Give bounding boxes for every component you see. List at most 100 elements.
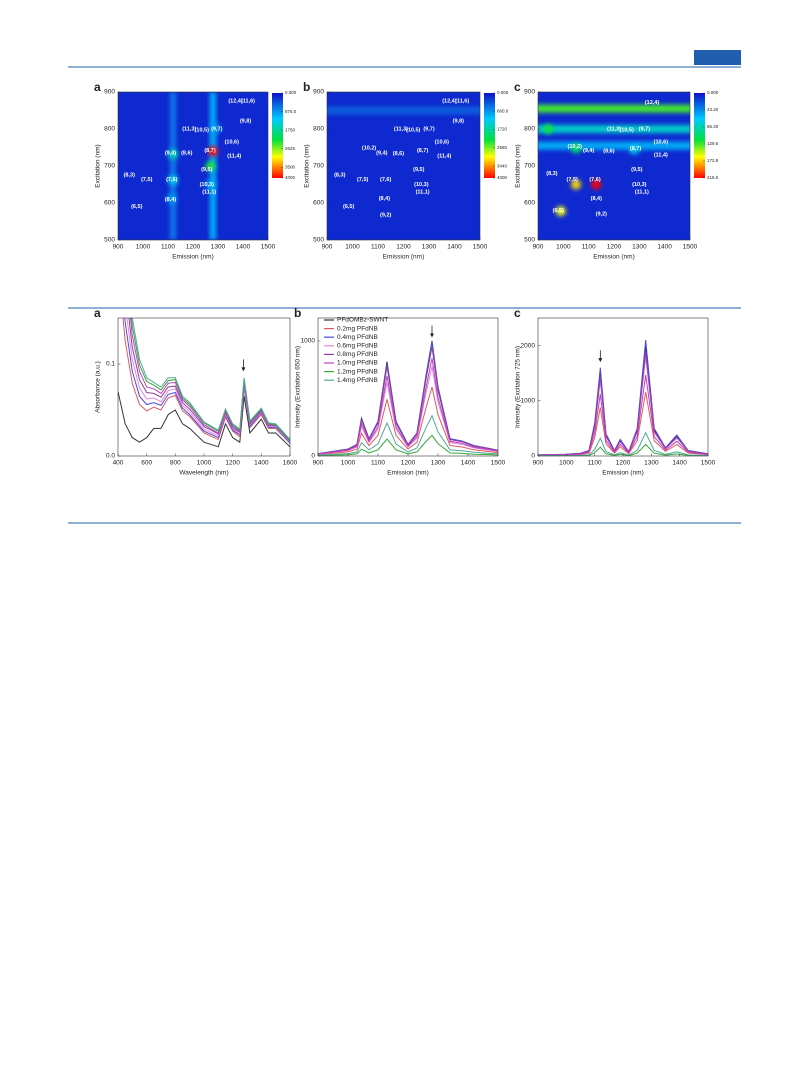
- colorbar-label: 4000: [285, 175, 296, 180]
- y-tick-label: 600: [524, 200, 535, 207]
- peak-label: (8,4): [379, 196, 390, 202]
- peak: [210, 124, 221, 134]
- x-axis-label: Emission (nm): [602, 470, 644, 477]
- colorbar: [272, 93, 283, 178]
- peak-label: (10,5): [195, 128, 210, 134]
- x-tick-label: 1400: [657, 244, 672, 251]
- series-line: [131, 318, 290, 440]
- peak-label: (8,4): [165, 197, 176, 203]
- x-tick-label: 1000: [556, 244, 571, 251]
- y-tick-label: 800: [313, 126, 324, 133]
- legend-label: 0.2mg PFdNB: [337, 325, 378, 332]
- streak: [170, 92, 176, 240]
- peak-label: (8,7): [417, 148, 428, 154]
- x-tick-label: 900: [313, 460, 324, 467]
- peak: [629, 144, 640, 155]
- colorbar: [484, 93, 495, 178]
- legend-label: 0.6mg PFdNB: [337, 343, 378, 350]
- peak-label: (9,5): [201, 167, 212, 173]
- peak-label: (11,3): [182, 126, 196, 132]
- series-line: [538, 392, 708, 456]
- peak-label: (12,4): [228, 99, 243, 105]
- peak: [543, 124, 554, 134]
- y-axis-label: Excitation (nm): [515, 144, 522, 187]
- peak-label: (10,2): [568, 144, 583, 150]
- x-tick-label: 1300: [211, 244, 226, 251]
- y-tick-label: 800: [524, 126, 535, 133]
- series-line: [124, 318, 290, 444]
- y-tick-label: 600: [104, 200, 115, 207]
- y-axis-label: Intensity (Excitation 725 nm): [515, 346, 522, 428]
- peak-label: (9,5): [413, 167, 424, 173]
- x-tick-label: 1100: [588, 460, 602, 467]
- peak-label: (11,3): [394, 126, 408, 132]
- plot-area: [327, 92, 480, 240]
- x-tick-label: 900: [322, 244, 333, 251]
- colorbar-label: 1720: [497, 127, 508, 132]
- colorbar-label: 2580: [497, 145, 508, 150]
- series-line: [538, 374, 708, 456]
- x-tick-label: 1500: [683, 244, 698, 251]
- peak-label: (10,3): [200, 182, 215, 188]
- colorbar-label: 0.000: [285, 90, 297, 95]
- peak-label: (9,7): [211, 126, 222, 132]
- legend-label: PFdOMBz-SWNT: [337, 317, 388, 324]
- panel-label: c: [514, 80, 521, 94]
- x-tick-label: 1300: [431, 460, 446, 467]
- peak-label: (8,6): [603, 149, 614, 155]
- peak-label: (11,1): [635, 189, 649, 195]
- y-axis-label: Intensity (Excitation 650 nm): [295, 346, 302, 428]
- x-tick-label: 1500: [261, 244, 276, 251]
- x-tick-label: 1400: [672, 460, 687, 467]
- x-tick-label: 1400: [254, 460, 269, 467]
- x-tick-label: 1500: [701, 460, 716, 467]
- y-tick-label: 700: [524, 163, 535, 170]
- band: [538, 141, 690, 150]
- series-line: [538, 351, 708, 456]
- legend-label: 1.4mg PFdNB: [337, 377, 378, 384]
- header-box: [694, 50, 741, 65]
- x-axis-label: Emission (nm): [387, 470, 429, 477]
- x-tick-label: 1600: [283, 460, 298, 467]
- x-tick-label: 1000: [341, 460, 356, 467]
- peak: [208, 146, 218, 157]
- y-tick-label: 800: [104, 126, 115, 133]
- x-tick-label: 1400: [236, 244, 251, 251]
- y-tick-label: 0.1: [106, 361, 115, 368]
- peak-label: (7,5): [141, 177, 152, 183]
- peak-label: (8,3): [546, 171, 557, 177]
- x-axis-label: Emission (nm): [593, 254, 635, 261]
- peak-label: (11,4): [227, 153, 241, 159]
- y-tick-label: 500: [104, 237, 115, 244]
- peak-label: (10,5): [406, 128, 421, 134]
- x-axis-label: Emission (nm): [383, 254, 425, 261]
- peak-label: (6,5): [131, 204, 142, 210]
- peak-label: (7,6): [166, 177, 177, 183]
- x-tick-label: 1300: [632, 244, 647, 251]
- arrow-head: [241, 367, 246, 372]
- peak-label: (9,2): [596, 212, 607, 218]
- y-tick-label: 900: [313, 89, 324, 96]
- x-tick-label: 600: [141, 460, 152, 467]
- x-tick-label: 1000: [197, 460, 212, 467]
- peak-label: (10,6): [654, 139, 669, 145]
- x-tick-label: 1300: [644, 460, 659, 467]
- peak-label: (7,6): [589, 177, 600, 183]
- y-tick-label: 900: [524, 89, 535, 96]
- peak-label: (9,4): [583, 148, 594, 154]
- y-tick-label: 0: [311, 453, 315, 460]
- x-tick-label: 1200: [401, 460, 416, 467]
- colorbar-label: 2625: [285, 146, 296, 151]
- peak-label: (10,3): [414, 182, 429, 188]
- arrow-head: [430, 333, 434, 338]
- legend-label: 1.0mg PFdNB: [337, 360, 378, 367]
- y-tick-label: 1000: [301, 338, 316, 345]
- peak-label: (9,7): [423, 126, 434, 132]
- peak-label: (10,6): [435, 139, 450, 145]
- peak-label: (8,6): [181, 151, 192, 157]
- x-tick-label: 900: [113, 244, 124, 251]
- band: [538, 104, 690, 113]
- peak-label: (7,5): [567, 177, 578, 183]
- x-tick-label: 800: [170, 460, 181, 467]
